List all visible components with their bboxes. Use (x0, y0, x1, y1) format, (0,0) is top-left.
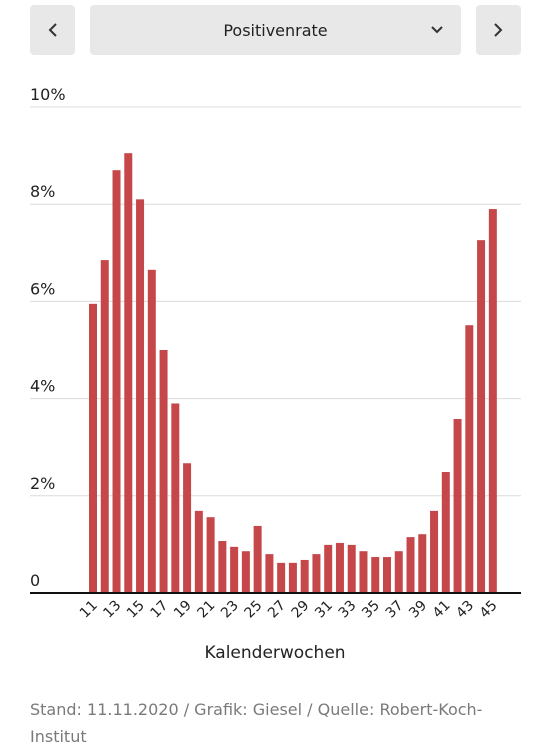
next-icon (494, 23, 503, 37)
x-tick-label: 41 (430, 598, 454, 622)
dropdown-icon (431, 26, 443, 34)
x-axis-label: Kalenderwochen (204, 643, 345, 663)
bar (383, 557, 391, 593)
x-tick-label: 37 (383, 598, 407, 622)
bar (488, 209, 497, 593)
next-button[interactable] (476, 5, 521, 55)
bar (324, 544, 333, 593)
x-tick-label: 31 (312, 598, 336, 622)
x-tick-label: 15 (124, 598, 148, 622)
y-tick-label: 4% (30, 377, 55, 396)
y-tick-label: 8% (30, 182, 55, 201)
y-tick-label: 6% (30, 279, 55, 298)
bar (230, 546, 239, 593)
bar (453, 419, 462, 593)
x-tick-label: 11 (77, 598, 101, 622)
bar (136, 199, 145, 593)
x-tick-label: 25 (242, 598, 266, 622)
bar (183, 463, 192, 593)
x-tick-label: 29 (289, 598, 313, 622)
bar (277, 562, 286, 593)
x-tick-label: 45 (477, 598, 501, 622)
bar (171, 403, 180, 593)
y-tick-label: 2% (30, 474, 55, 493)
bar (394, 551, 403, 593)
dropdown[interactable]: Positivenrate (90, 5, 461, 55)
bar (300, 559, 309, 593)
dropdown-label: Positivenrate (223, 20, 328, 40)
bar (100, 260, 109, 593)
bar (89, 303, 97, 593)
prev-button[interactable] (30, 5, 75, 55)
x-tick-label: 19 (171, 598, 195, 622)
bar (406, 537, 415, 593)
source-note: Stand: 11.11.2020 / Grafik: Giesel / Que… (30, 700, 483, 746)
prev-icon (48, 23, 57, 37)
bar (465, 325, 474, 593)
bar (159, 350, 168, 593)
bar (371, 557, 380, 593)
bar (147, 269, 156, 593)
bar (112, 170, 121, 593)
bar (335, 542, 344, 593)
x-tick-label: 43 (453, 598, 477, 622)
x-tick-label: 33 (336, 598, 360, 622)
bar (218, 540, 227, 593)
x-tick-label: 17 (147, 598, 171, 622)
bar (253, 525, 262, 593)
bar (347, 544, 356, 593)
y-tick-label: 0 (30, 571, 40, 590)
bar (265, 554, 274, 593)
x-tick-label: 13 (100, 598, 124, 622)
chart: Kalenderwochen 02%4%6%8%10%11 13 15 17 19 21 2… (30, 85, 521, 663)
y-tick-label: 10% (30, 85, 66, 104)
x-tick-label: 35 (359, 598, 383, 622)
x-tick-label: 27 (265, 598, 289, 622)
bar (418, 534, 427, 593)
bar (359, 551, 368, 593)
bar (241, 551, 250, 593)
bar (124, 153, 133, 594)
x-tick-label: 23 (218, 598, 242, 622)
bar (194, 510, 203, 593)
bar (312, 554, 321, 593)
bar (441, 471, 450, 593)
bar (477, 240, 486, 593)
bar (288, 562, 297, 593)
bar (430, 510, 439, 593)
x-tick-label: 21 (195, 598, 219, 622)
x-tick-label: 39 (406, 598, 430, 622)
bar (206, 517, 215, 593)
